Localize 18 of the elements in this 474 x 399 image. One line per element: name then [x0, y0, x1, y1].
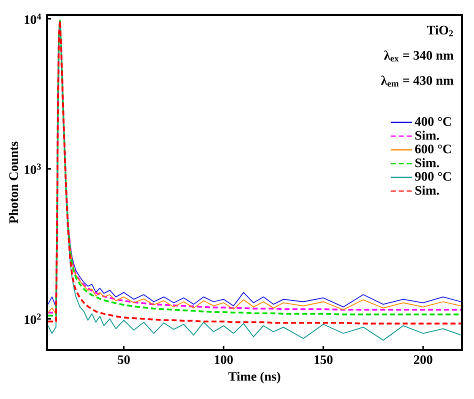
legend-label: Sim. [415, 158, 439, 168]
x-tick-label: 150 [314, 355, 333, 364]
y-axis-title: Photon Counts [8, 142, 18, 224]
y-tick-label: 10$^{3}$ [24, 164, 41, 174]
legend-label: Sim. [415, 186, 439, 195]
x-tick-label: 200 [414, 355, 432, 364]
legend-label: Sim. [415, 130, 439, 140]
legend-label: 900 °C [415, 172, 451, 181]
y-tick-label: 10$^{4}$ [24, 14, 42, 24]
annotation: λ$_{em}$ = 430 nm [380, 76, 454, 87]
legend-title: TiO$_{2}$ [426, 25, 453, 36]
annotation: λ$_{ex}$ = 340 nm [384, 50, 454, 62]
x-tick-label: 50 [118, 355, 130, 364]
x-tick-label: 100 [214, 355, 233, 364]
legend-label: 600 °C [415, 144, 451, 154]
y-tick-label: 10$^{2}$ [24, 314, 41, 324]
x-axis-title: Time (ns) [228, 372, 280, 384]
legend-label: 400 °C [414, 117, 451, 126]
